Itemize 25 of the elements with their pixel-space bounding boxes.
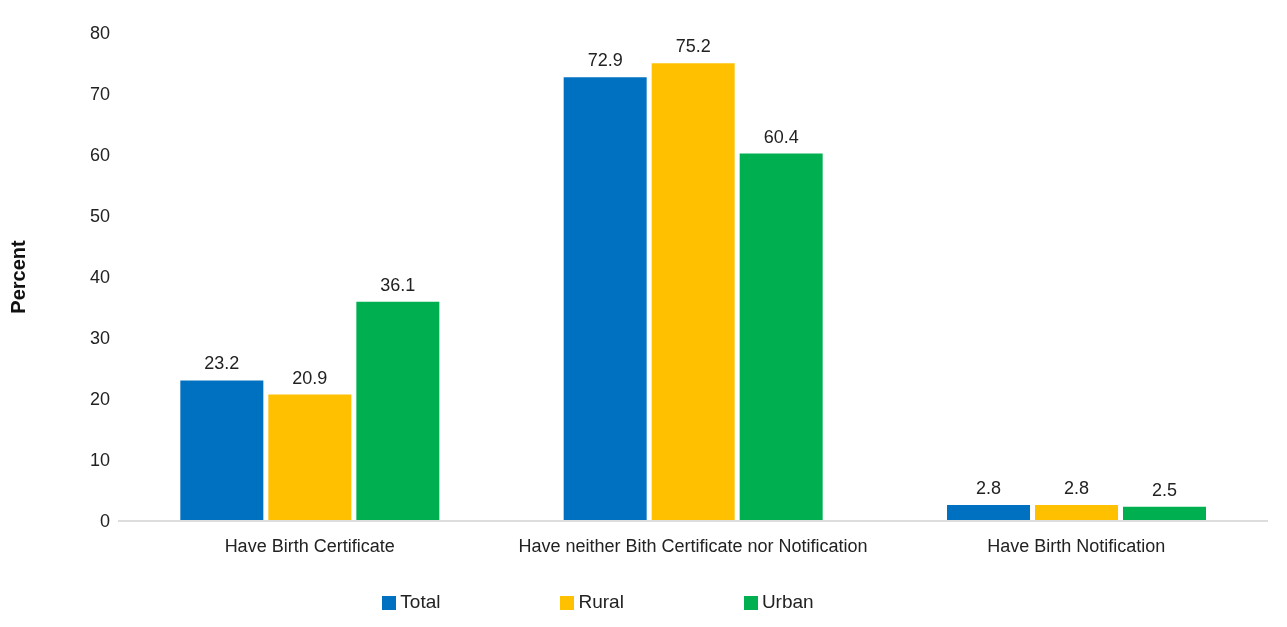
- y-tick-label: 30: [89, 328, 110, 349]
- data-label: 36.1: [380, 274, 416, 295]
- legend-label: Urban: [761, 591, 814, 612]
- data-label: 60.4: [763, 126, 799, 147]
- y-tick-label: 50: [89, 206, 110, 227]
- y-tick-label: 60: [89, 145, 110, 166]
- x-tick-label: Have neither Bith Certificate nor Notification: [518, 535, 868, 556]
- x-tick-label: Have Birth Certificate: [224, 535, 395, 556]
- legend-label: Rural: [578, 591, 624, 612]
- data-label: 20.9: [292, 367, 328, 388]
- y-tick-label: 0: [99, 511, 110, 532]
- y-tick-label: 70: [89, 84, 110, 105]
- y-tick-label: 10: [89, 450, 110, 471]
- y-axis-title: Percent: [7, 239, 30, 314]
- x-tick-label: Have Birth Notification: [987, 535, 1166, 556]
- legend-label: Total: [400, 591, 441, 612]
- y-tick-label: 20: [89, 389, 110, 410]
- data-label: 23.2: [204, 353, 240, 374]
- y-tick-label: 80: [89, 23, 110, 44]
- data-label: 72.9: [587, 50, 623, 71]
- data-label: 2.5: [1151, 479, 1178, 500]
- data-label: 2.8: [1063, 477, 1090, 498]
- data-label: 75.2: [675, 36, 711, 57]
- y-tick-label: 40: [89, 267, 110, 288]
- data-label: 2.8: [975, 477, 1002, 498]
